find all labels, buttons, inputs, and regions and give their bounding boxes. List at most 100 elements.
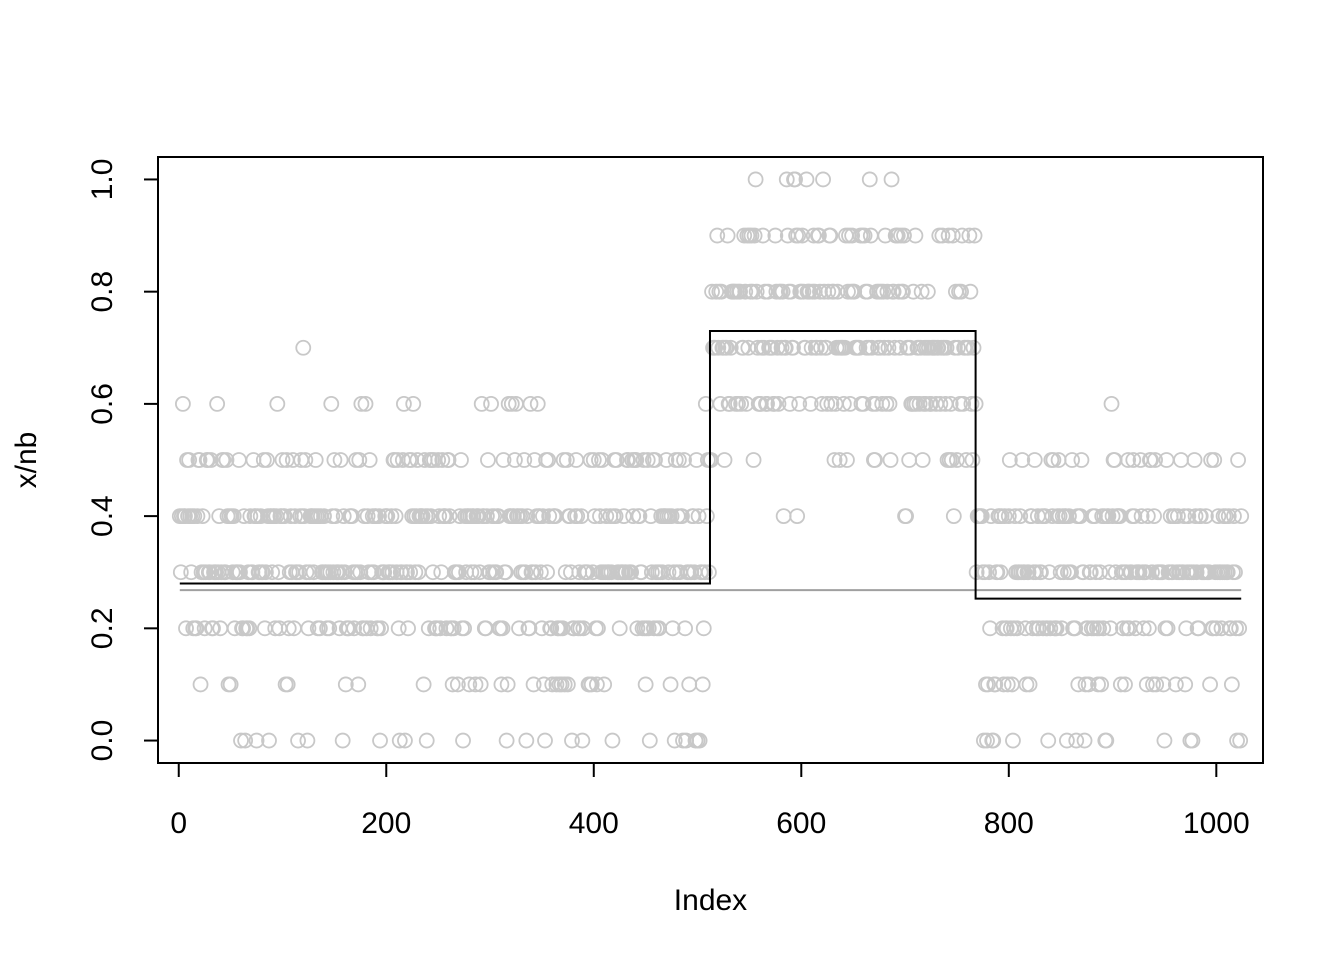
data-point [719, 227, 736, 244]
data-point [203, 452, 219, 468]
data-point [1170, 508, 1186, 525]
x-axis: 0 200 400 600 800 1000 [170, 762, 1250, 840]
data-point [1223, 676, 1240, 693]
data-point [351, 452, 368, 468]
data-point [938, 339, 955, 356]
data-point [635, 452, 652, 468]
data-point [1133, 508, 1150, 525]
data-point [232, 564, 248, 581]
data-point [759, 395, 775, 412]
data-point [811, 227, 827, 244]
y-axis: 0.0 0.2 0.4 0.6 0.8 1.0 [86, 159, 159, 761]
data-point [932, 395, 949, 412]
data-point [518, 732, 535, 749]
data-point [1092, 564, 1108, 581]
data-point [493, 676, 510, 693]
data-point [544, 676, 561, 693]
data-point [1100, 508, 1117, 525]
data-point [1222, 620, 1239, 637]
data-point [326, 452, 343, 468]
data-point [540, 452, 557, 468]
data-point [867, 452, 883, 468]
data-point [583, 676, 600, 693]
data-point [181, 452, 198, 468]
data-point [596, 676, 613, 693]
data-point [172, 564, 189, 581]
data-point [851, 339, 868, 356]
data-point [534, 620, 550, 637]
data-point [276, 508, 293, 525]
data-point [269, 395, 286, 412]
data-point [944, 227, 961, 244]
data-point [554, 620, 571, 637]
data-point [233, 732, 249, 749]
data-point [480, 452, 496, 468]
data-point [998, 620, 1015, 637]
data-point [785, 339, 801, 356]
data-point [488, 564, 505, 581]
data-point [977, 564, 993, 581]
data-point [882, 452, 899, 468]
data-point [532, 564, 549, 581]
data-point [1176, 508, 1193, 525]
data-point [357, 395, 374, 412]
data-point [637, 676, 654, 693]
data-point [863, 339, 880, 356]
data-point [658, 452, 675, 468]
data-point [611, 620, 628, 637]
data-point [823, 395, 840, 412]
data-point [787, 171, 803, 188]
data-point [400, 620, 416, 637]
data-point [789, 508, 806, 525]
data-point [1014, 452, 1031, 468]
data-point [746, 227, 763, 244]
data-point [913, 283, 930, 300]
data-point [241, 620, 258, 637]
data-point [766, 395, 783, 412]
data-point [950, 339, 966, 356]
data-point [963, 395, 980, 412]
data-point [996, 508, 1013, 525]
data-point [255, 452, 272, 468]
data-point [1143, 452, 1159, 468]
data-point [898, 508, 914, 525]
data-point [174, 395, 191, 412]
data-point [373, 620, 389, 637]
data-point [1115, 620, 1131, 637]
data-point [483, 395, 499, 412]
data-point [189, 508, 206, 525]
y-tick-label: 0.4 [86, 495, 119, 537]
data-point [1187, 508, 1204, 525]
data-point [981, 564, 997, 581]
data-point [839, 452, 855, 468]
data-points [171, 171, 1250, 749]
data-point [350, 676, 367, 693]
data-point [808, 339, 825, 356]
data-point [703, 452, 719, 468]
data-point [297, 452, 314, 468]
data-point [1080, 676, 1097, 693]
data-point [574, 732, 591, 749]
data-point [1009, 620, 1025, 637]
data-point [992, 564, 1009, 581]
data-point [477, 620, 494, 637]
data-point [199, 452, 216, 468]
data-point [962, 283, 979, 300]
data-point [1186, 452, 1203, 468]
data-point [1203, 452, 1220, 468]
data-point [433, 564, 450, 581]
data-point [1033, 564, 1049, 581]
data-point [264, 564, 281, 581]
data-point [691, 732, 708, 749]
data-point [1231, 620, 1248, 637]
data-point [248, 732, 265, 749]
data-point [434, 452, 451, 468]
data-point [588, 676, 605, 693]
data-point [558, 452, 575, 468]
data-point [1076, 732, 1093, 749]
data-point [503, 395, 520, 412]
data-point [640, 620, 657, 637]
data-point [1220, 508, 1237, 525]
data-point [721, 395, 738, 412]
data-point [1167, 676, 1184, 693]
